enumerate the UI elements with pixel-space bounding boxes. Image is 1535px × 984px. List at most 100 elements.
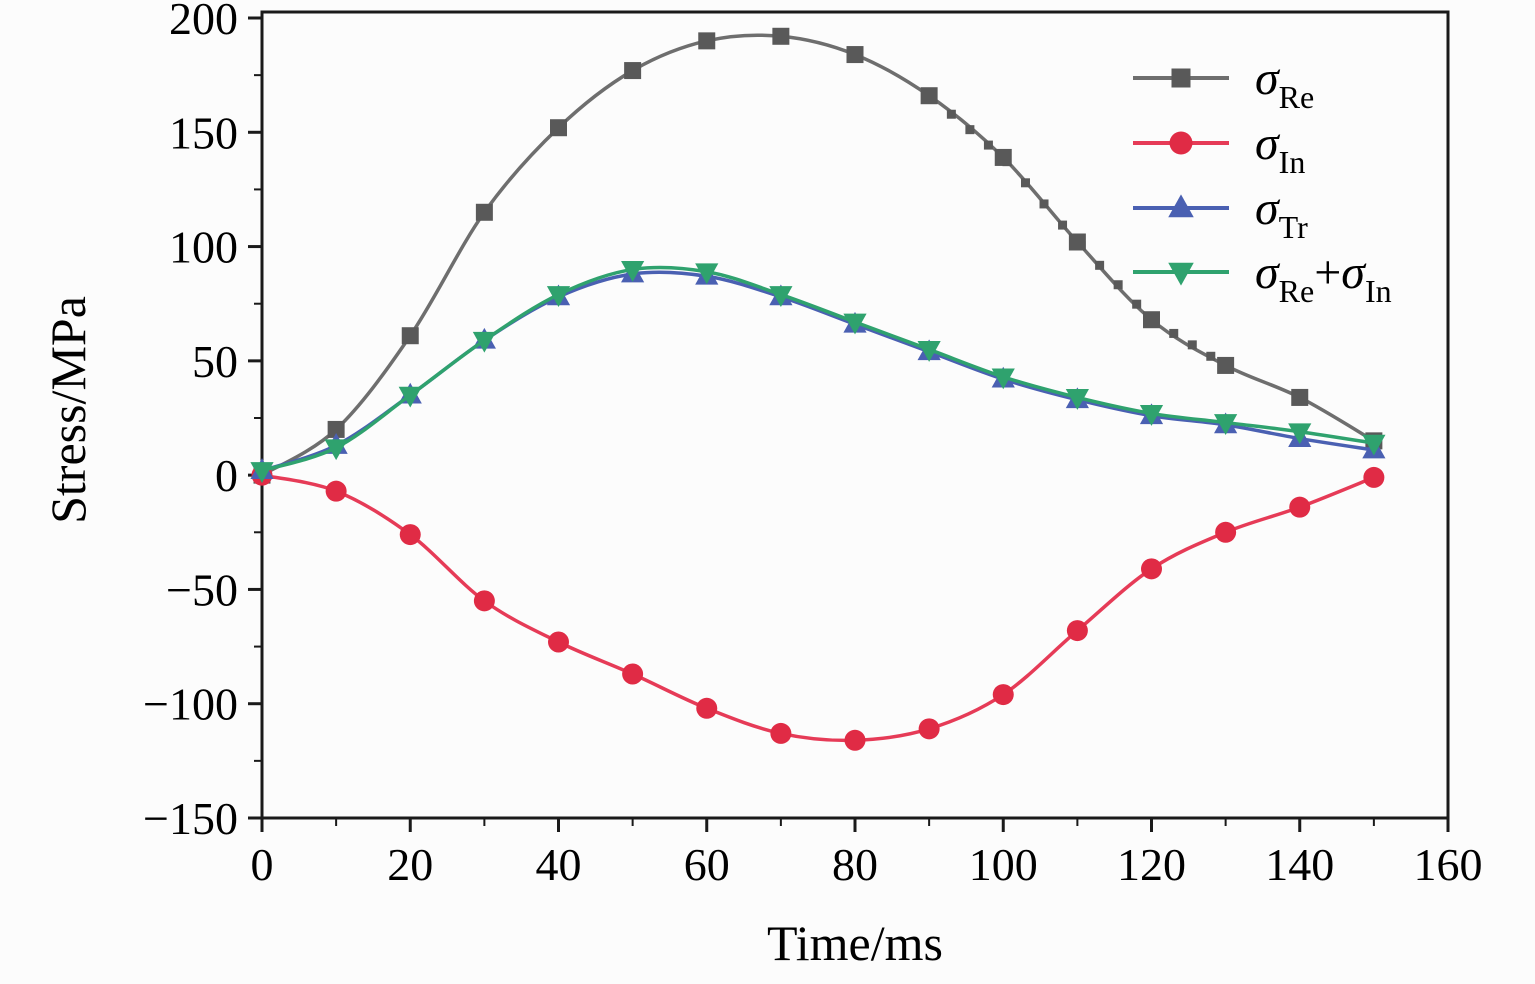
x-tick-label: 60 — [684, 839, 730, 890]
marker-square — [1113, 280, 1123, 290]
marker-circle — [325, 480, 347, 502]
marker-triangle-down — [621, 261, 645, 282]
marker-circle — [1169, 131, 1193, 155]
marker-square — [1132, 299, 1142, 309]
marker-circle — [770, 722, 792, 744]
legend-item-sigma-Re-plus-sigma-In: σRe+σIn — [1133, 246, 1392, 309]
series-sigma-Re-plus-sigma-In — [250, 261, 1386, 483]
marker-square — [475, 203, 493, 221]
x-tick-label: 20 — [387, 839, 433, 890]
y-tick-label: −100 — [143, 679, 238, 730]
x-tick-label: 80 — [832, 839, 878, 890]
marker-circle — [1363, 466, 1385, 488]
legend-item-sigma-Re: σRe — [1133, 52, 1314, 115]
marker-square — [1039, 199, 1049, 209]
x-tick-label: 140 — [1265, 839, 1334, 890]
marker-triangle-down — [695, 263, 719, 285]
marker-circle — [1141, 558, 1162, 580]
x-tick-label: 0 — [251, 839, 274, 890]
legend-label: σRe — [1255, 52, 1314, 115]
marker-square — [401, 327, 419, 345]
series-sigma-In — [251, 464, 1385, 751]
marker-circle — [473, 590, 495, 612]
marker-square — [1020, 178, 1030, 188]
marker-triangle-down — [1168, 262, 1194, 286]
marker-triangle-down — [769, 286, 793, 307]
series-line-sigma-Re — [260, 33, 1376, 477]
marker-triangle-down — [1139, 405, 1164, 426]
y-tick-label: 50 — [192, 336, 238, 387]
marker-square — [1058, 220, 1068, 230]
marker-square — [920, 87, 938, 105]
marker-circle — [918, 718, 940, 740]
marker-circle — [1289, 496, 1311, 518]
marker-square — [1187, 340, 1197, 350]
marker-triangle-down — [324, 439, 348, 461]
marker-triangle-down — [1065, 389, 1089, 410]
marker-square — [772, 27, 790, 45]
marker-square — [1068, 233, 1086, 251]
legend-item-sigma-In: σIn — [1133, 117, 1305, 180]
marker-square — [1217, 356, 1235, 374]
marker-triangle-down — [1362, 434, 1386, 456]
y-tick-label: −50 — [166, 564, 238, 615]
marker-circle — [399, 524, 421, 546]
marker-triangle-down — [1214, 414, 1238, 435]
marker-square — [1171, 68, 1191, 88]
x-tick-label: 120 — [1117, 839, 1186, 890]
marker-triangle-down — [843, 313, 867, 335]
marker-square — [1169, 328, 1179, 338]
marker-circle — [1066, 620, 1088, 642]
y-tick-label: 200 — [169, 0, 238, 44]
marker-square — [1095, 260, 1105, 270]
marker-circle — [622, 663, 644, 685]
marker-circle — [844, 729, 866, 751]
marker-triangle-down — [1288, 423, 1312, 445]
marker-triangle-down — [250, 462, 274, 483]
marker-circle — [992, 684, 1014, 706]
legend-item-sigma-Tr: σTr — [1133, 182, 1308, 245]
marker-square — [624, 62, 642, 80]
marker-square — [1206, 351, 1216, 361]
x-tick-label: 160 — [1414, 839, 1483, 890]
marker-square — [983, 140, 993, 150]
marker-triangle-down — [472, 331, 496, 353]
series-line-sigma-Re-plus-sigma-In — [260, 265, 1376, 473]
y-tick-label: 150 — [169, 107, 238, 158]
series-line-sigma-In — [260, 473, 1376, 743]
marker-square — [698, 32, 716, 50]
x-axis-ticks: 0 20 40 60 80 100 120 140 160 — [251, 818, 1483, 890]
legend-label: σRe+σIn — [1255, 246, 1392, 309]
x-axis-title: Time/ms — [766, 915, 943, 971]
marker-triangle-down — [917, 341, 941, 362]
legend-label: σTr — [1255, 182, 1308, 245]
marker-triangle-down — [546, 286, 571, 307]
x-tick-label: 100 — [969, 839, 1038, 890]
y-tick-label: −150 — [143, 793, 238, 844]
series-line-sigma-Tr — [260, 270, 1376, 473]
marker-square — [1291, 388, 1309, 406]
y-axis-ticks: −150 −100 −50 0 50 100 150 200 — [143, 0, 262, 844]
marker-square — [846, 46, 864, 64]
marker-square — [1143, 311, 1160, 329]
y-tick-label: 100 — [169, 222, 238, 273]
series-sigma-Tr — [250, 261, 1386, 479]
marker-triangle-down — [398, 386, 422, 408]
marker-square — [550, 119, 567, 137]
marker-square — [965, 125, 975, 135]
marker-square — [994, 148, 1012, 166]
marker-triangle-down — [991, 368, 1015, 390]
marker-triangle-up — [1168, 194, 1194, 218]
x-tick-label: 40 — [536, 839, 582, 890]
marker-circle — [696, 697, 718, 719]
y-tick-label: 0 — [215, 450, 238, 501]
marker-square — [327, 420, 345, 438]
legend-label: σIn — [1255, 117, 1305, 180]
marker-circle — [1215, 521, 1237, 543]
series-sigma-Re — [253, 27, 1383, 484]
marker-circle — [548, 631, 569, 653]
marker-square — [946, 109, 956, 119]
